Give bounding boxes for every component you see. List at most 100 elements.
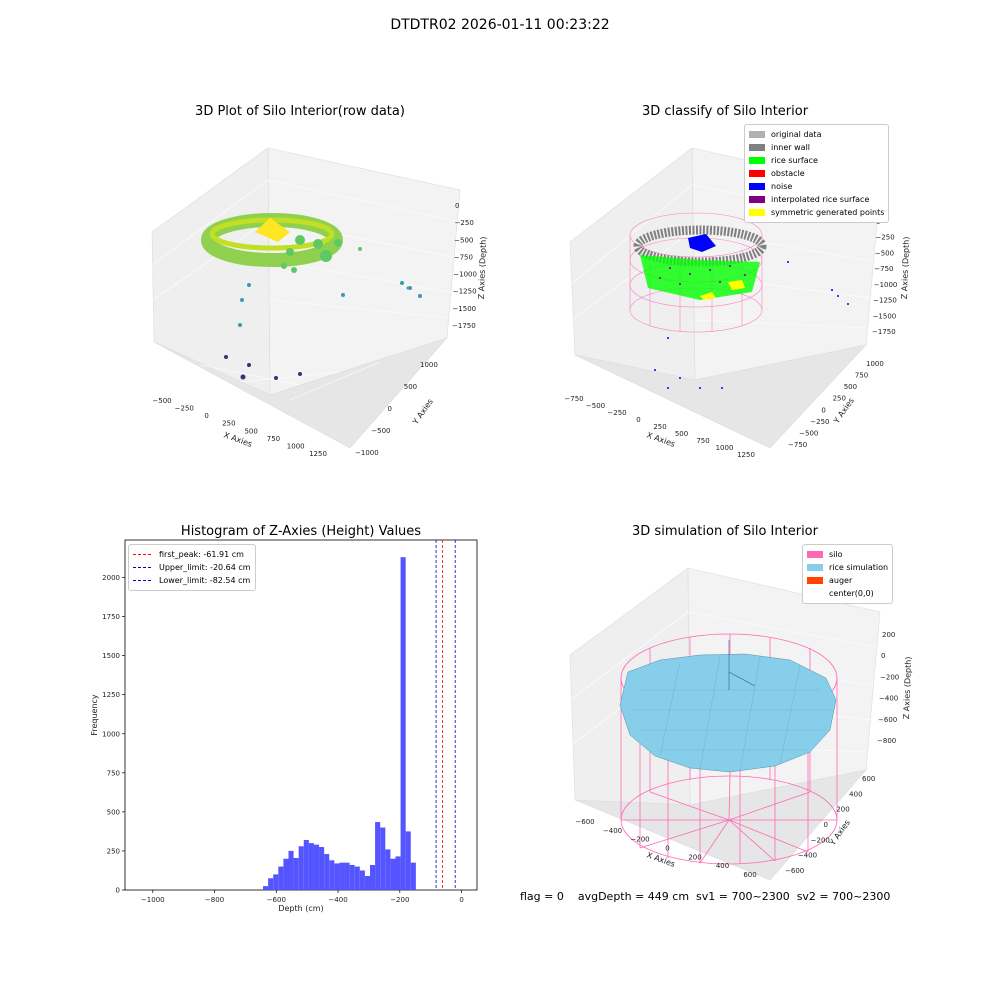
p4-z-tick-label: −600	[878, 716, 897, 724]
histogram-bar	[288, 850, 294, 890]
p1-z-tick-label: −1500	[452, 305, 476, 313]
figure-title: DTDTR02 2026-01-11 00:23:22	[390, 17, 610, 33]
panel4-legend-entry: auger	[807, 574, 888, 587]
legend-swatch	[749, 157, 765, 164]
histogram-bar	[278, 866, 284, 890]
panel1-high-points	[255, 218, 290, 242]
p1-x-tick-label: 1000	[287, 442, 305, 450]
histogram-x-tick-label: −1000	[141, 896, 165, 904]
panel1-scatter	[201, 213, 422, 380]
panel4-auger	[728, 640, 756, 690]
p2-x-tick-label: 1250	[737, 451, 755, 459]
histogram-y-tick-label: 250	[107, 847, 120, 855]
legend-label: Lower_limit: -82.54 cm	[159, 576, 251, 585]
p2-y-tick-label: 1000	[866, 360, 884, 368]
p1-z-tick-label: −1250	[453, 288, 477, 296]
panel4-legend: silo rice simulation auger center(0,0)	[802, 544, 894, 604]
p4-ylabel: Y Axies	[827, 818, 852, 848]
p1-y-tick-label: 500	[404, 383, 417, 391]
p2-y-tick-label: 250	[833, 395, 846, 403]
p2-x-tick-label: −250	[607, 409, 626, 417]
histogram-bar	[293, 857, 299, 890]
p4-z-tick-label: −800	[877, 737, 896, 745]
p4-x-tick-label: 400	[716, 862, 729, 870]
p1-x-tick-label: 0	[204, 412, 208, 420]
p4-y-tick-label: 200	[836, 806, 849, 814]
panel1-panes	[151, 147, 461, 449]
p2-zlabel: Z Axies (Depth)	[900, 236, 911, 299]
p2-z-tick-label: −750	[874, 265, 893, 273]
histogram-bar	[283, 858, 289, 890]
p2-y-tick-label: 750	[855, 372, 868, 380]
p2-y-tick-label: −500	[799, 429, 818, 437]
p1-z-tick-label: −1000	[453, 271, 477, 279]
histogram-y-tick-label: 1250	[102, 691, 120, 699]
histogram-bar	[359, 870, 365, 890]
panel1-title: 3D Plot of Silo Interior(row data)	[195, 104, 405, 119]
histogram-ylabel: Frequency	[90, 694, 99, 736]
histogram-bar	[364, 875, 371, 890]
p1-z-tick-label: 0	[455, 202, 459, 210]
p2-x-tick-label: −500	[586, 402, 605, 410]
p4-x-tick-label: 0	[665, 845, 669, 853]
p4-y-tick-label: 0	[824, 821, 828, 829]
p4-x-tick-label: −200	[630, 836, 649, 844]
histogram-y-tick-label: 1750	[102, 613, 120, 621]
legend-label: obstacle	[771, 169, 805, 178]
legend-swatch	[749, 131, 765, 138]
p2-z-tick-label: −500	[875, 249, 894, 257]
legend-label: inner wall	[771, 143, 811, 152]
histogram-legend-entry: first_peak: -61.91 cm	[133, 548, 251, 561]
legend-swatch	[749, 196, 765, 203]
legend-label: original data	[771, 130, 822, 139]
histogram-bar	[313, 844, 320, 890]
p4-y-tick-label: 600	[862, 775, 875, 783]
legend-label: Upper_limit: -20.64 cm	[159, 563, 251, 572]
p4-y-tick-label: −200	[811, 836, 830, 844]
panel2-legend-entry: original data	[749, 128, 884, 141]
histogram-x-tick-label: −800	[205, 896, 224, 904]
histogram-bar	[390, 858, 396, 890]
legend-swatch	[807, 577, 823, 584]
panel2-legend-entry: symmetric generated points	[749, 206, 884, 219]
panel4-legend-entry: silo	[807, 548, 888, 561]
p2-x-tick-label: −750	[564, 395, 583, 403]
p1-y-tick-label: −500	[371, 427, 390, 435]
p1-x-tick-label: 500	[244, 427, 257, 435]
legend-label: first_peak: -61.91 cm	[159, 550, 244, 559]
legend-swatch	[749, 170, 765, 177]
p2-y-tick-label: 500	[844, 383, 857, 391]
p4-xlabel: X Axies	[645, 850, 676, 869]
p4-y-tick-label: −400	[798, 852, 817, 860]
legend-swatch	[749, 209, 765, 216]
histogram-vlines	[435, 540, 456, 890]
histogram-xlabel: Depth (cm)	[278, 904, 323, 913]
panel2-points	[633, 225, 849, 389]
legend-label: center(0,0)	[829, 589, 874, 598]
p4-x-tick-label: −600	[575, 818, 594, 826]
p2-z-tick-label: −1250	[873, 297, 897, 305]
p4-z-tick-label: 0	[881, 652, 885, 660]
p1-y-tick-label: −1000	[355, 449, 379, 457]
panel4-legend-entry: center(0,0)	[807, 587, 888, 600]
histogram-y-tick-label: 0	[116, 887, 120, 895]
histogram-bar	[405, 831, 411, 890]
p1-x-tick-label: −250	[175, 405, 194, 413]
p2-z-tick-label: −1500	[873, 312, 897, 320]
p1-z-tick-label: −500	[454, 236, 473, 244]
histogram-bar	[354, 866, 360, 890]
p4-zlabel: Z Axies (Depth)	[902, 656, 913, 719]
panel2-title: 3D classify of Silo Interior	[641, 104, 809, 119]
p4-z-tick-label: −200	[880, 673, 899, 681]
p4-y-tick-label: 400	[849, 790, 862, 798]
panel4-rice-surface	[619, 653, 837, 773]
panel2-legend-entry: noise	[749, 180, 884, 193]
histogram-bar	[339, 862, 345, 890]
p4-x-tick-label: −400	[603, 827, 622, 835]
histogram-y-ticks: 0 250 500 750 1000 1250 1500 1750 2000	[102, 574, 125, 895]
p2-z-tick-label: −1000	[874, 281, 898, 289]
legend-label: rice surface	[771, 156, 818, 165]
histogram-bar	[370, 865, 376, 890]
